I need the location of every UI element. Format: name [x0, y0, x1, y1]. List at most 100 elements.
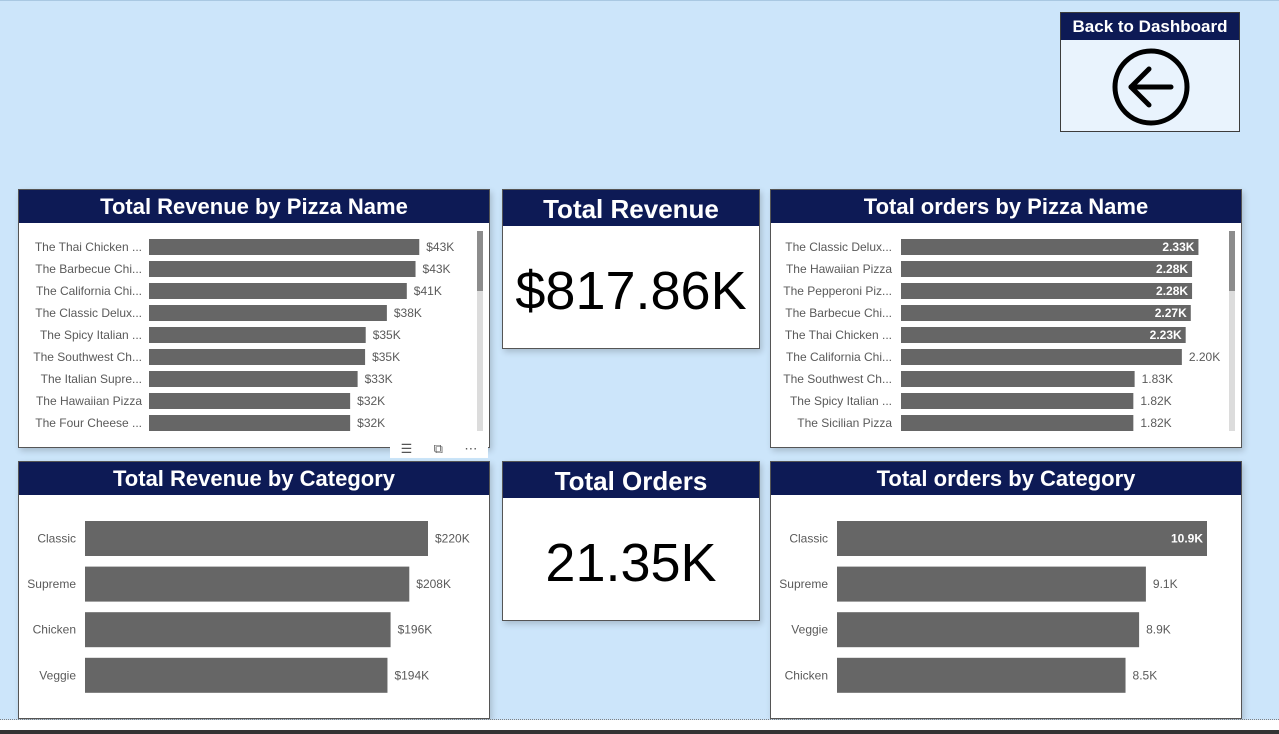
- panel-title: Total orders by Pizza Name: [771, 190, 1241, 223]
- bar[interactable]: [149, 415, 351, 431]
- revenue-by-category-chart: Classic $220K Supreme $208K Chicken $196K Vegg…: [27, 521, 470, 693]
- page-footer-divider: [0, 719, 1279, 720]
- category-label: Chicken: [785, 668, 828, 682]
- bar[interactable]: [85, 612, 391, 648]
- category-label: Classic: [37, 532, 76, 546]
- bar[interactable]: [901, 371, 1135, 387]
- card-title: Total Orders: [503, 462, 759, 498]
- bar[interactable]: [149, 349, 366, 365]
- data-label: $41K: [414, 284, 442, 298]
- bar[interactable]: [837, 566, 1146, 602]
- bar[interactable]: [85, 566, 410, 602]
- orders-by-pizza-name-panel[interactable]: Total orders by Pizza Name The Classic D…: [770, 189, 1242, 448]
- data-label: 1.82K: [1140, 416, 1171, 430]
- data-label: 9.1K: [1153, 577, 1178, 591]
- category-label: Supreme: [27, 577, 76, 591]
- bar[interactable]: [837, 521, 1207, 556]
- arrow-left-circle-icon: [1112, 48, 1190, 126]
- card-title: Total Revenue: [503, 190, 759, 226]
- bar[interactable]: [149, 239, 420, 255]
- bar[interactable]: [901, 239, 1199, 255]
- bar[interactable]: [901, 283, 1193, 299]
- more-options-icon[interactable]: ⋯: [464, 440, 478, 456]
- category-label: The Four Cheese ...: [35, 416, 142, 430]
- orders-by-category-chart: Classic 10.9K Supreme 9.1K Veggie 8.9K Chicken…: [779, 521, 1207, 693]
- category-label: The Italian Supre...: [41, 372, 142, 386]
- category-label: The Pepperoni Piz...: [783, 284, 892, 298]
- data-label: 8.9K: [1146, 623, 1171, 637]
- top-border: [0, 0, 1279, 1]
- scrollbar-track[interactable]: [477, 231, 483, 431]
- bar[interactable]: [901, 327, 1186, 343]
- data-label: $35K: [372, 350, 400, 364]
- data-label: 1.83K: [1142, 372, 1173, 386]
- data-label: 2.27K: [1155, 306, 1187, 320]
- back-button-label: Back to Dashboard: [1061, 13, 1239, 40]
- bar[interactable]: [837, 657, 1126, 693]
- bar[interactable]: [149, 393, 351, 409]
- category-label: Veggie: [791, 623, 828, 637]
- data-label: $196K: [398, 623, 433, 637]
- category-label: The Spicy Italian ...: [790, 394, 892, 408]
- panel-title: Total Revenue by Pizza Name: [19, 190, 489, 223]
- bar[interactable]: [85, 657, 388, 693]
- data-label: $43K: [423, 262, 451, 276]
- data-label: $43K: [426, 240, 454, 254]
- category-label: The Classic Delux...: [785, 240, 892, 254]
- bar[interactable]: [901, 349, 1182, 365]
- data-label: 2.33K: [1162, 240, 1194, 254]
- scrollbar-thumb[interactable]: [477, 231, 483, 291]
- revenue-by-category-panel[interactable]: Total Revenue by Category Classic $220K Su…: [18, 461, 490, 719]
- data-label: $38K: [394, 306, 422, 320]
- category-label: The Barbecue Chi...: [35, 262, 142, 276]
- bar[interactable]: [837, 612, 1140, 648]
- bar[interactable]: [901, 415, 1134, 431]
- filter-icon[interactable]: ☰: [400, 440, 413, 456]
- revenue-by-pizza-name-panel[interactable]: Total Revenue by Pizza Name The Thai Chi…: [18, 189, 490, 448]
- bar[interactable]: [901, 305, 1191, 321]
- total-orders-card: Total Orders 21.35K: [502, 461, 760, 621]
- back-to-dashboard-button[interactable]: Back to Dashboard: [1060, 12, 1240, 132]
- category-label: Veggie: [39, 668, 76, 682]
- category-label: The Hawaiian Pizza: [786, 262, 892, 276]
- data-label: 8.5K: [1133, 668, 1158, 682]
- data-label: $33K: [365, 372, 393, 386]
- data-label: $32K: [357, 394, 385, 408]
- total-revenue-value: $817.86K: [515, 261, 747, 321]
- scrollbar-track[interactable]: [1229, 231, 1235, 431]
- bar[interactable]: [149, 305, 387, 321]
- category-label: The California Chi...: [36, 284, 142, 298]
- total-revenue-card: Total Revenue $817.86K: [502, 189, 760, 349]
- bar[interactable]: [149, 261, 416, 277]
- bar[interactable]: [149, 327, 366, 343]
- category-label: The Southwest Ch...: [783, 372, 892, 386]
- data-label: $194K: [394, 668, 429, 682]
- category-label: The Southwest Ch...: [33, 350, 142, 364]
- bar[interactable]: [149, 283, 407, 299]
- total-orders-value: 21.35K: [545, 533, 717, 593]
- panel-title: Total orders by Category: [771, 462, 1241, 495]
- bar[interactable]: [85, 521, 428, 556]
- data-label: 2.20K: [1189, 350, 1220, 364]
- category-label: The Classic Delux...: [35, 306, 142, 320]
- scrollbar-thumb[interactable]: [1229, 231, 1235, 291]
- visual-header: ☰ ⧉ ⋯: [390, 438, 488, 458]
- category-label: The California Chi...: [786, 350, 892, 364]
- data-label: 2.23K: [1150, 328, 1182, 342]
- orders-by-category-panel[interactable]: Total orders by Category Classic 10.9K Sup…: [770, 461, 1242, 719]
- bar[interactable]: [901, 261, 1193, 277]
- category-label: The Thai Chicken ...: [35, 240, 142, 254]
- category-label: Classic: [789, 532, 828, 546]
- bar[interactable]: [901, 393, 1134, 409]
- page-scroll-strip: [0, 730, 1279, 734]
- bar[interactable]: [149, 371, 358, 387]
- data-label: $35K: [373, 328, 401, 342]
- revenue-by-pizza-name-chart: The Thai Chicken ... $43K The Barbecue Chi…: [33, 231, 483, 431]
- category-label: The Thai Chicken ...: [785, 328, 892, 342]
- focus-mode-icon[interactable]: ⧉: [433, 440, 443, 456]
- data-label: 2.28K: [1156, 262, 1188, 276]
- category-label: The Hawaiian Pizza: [36, 394, 142, 408]
- data-label: $220K: [435, 532, 470, 546]
- data-label: 1.82K: [1140, 394, 1171, 408]
- orders-by-pizza-name-chart: The Classic Delux... 2.33K The Hawaiian Pi…: [783, 231, 1235, 431]
